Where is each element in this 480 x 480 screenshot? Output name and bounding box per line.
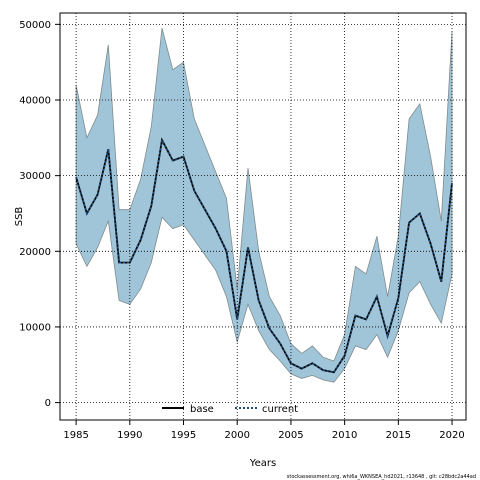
y-axis: 0 10000 20000 30000 40000 50000 [19,20,60,409]
legend-base-label: base [190,404,214,415]
legend: base current [162,404,298,415]
series-lines [75,137,453,374]
y-tick-label: 20000 [19,247,51,258]
plot-frame [59,12,467,421]
x-tick-label: 2015 [386,430,411,441]
y-axis-title: SSB [14,207,25,227]
x-tick-label: 2005 [278,430,303,441]
x-axis: 1985 1990 1995 2000 2005 2010 2015 2020 [63,420,465,441]
y-tick-label: 30000 [19,171,51,182]
confidence-band [75,27,453,383]
x-tick-label: 1990 [117,430,142,441]
x-tick-label: 1985 [63,430,88,441]
y-tick-label: 40000 [19,95,51,106]
y-tick-label: 10000 [19,322,51,333]
y-tick-label: 0 [45,398,51,409]
confidence-band-area [75,27,453,383]
x-tick-label: 2000 [224,430,249,441]
x-tick-label: 2010 [332,430,357,441]
x-axis-title: Years [249,458,276,469]
x-tick-label: 1995 [171,430,196,441]
footnote: stockassessment.org, whi6a_WKNSEA_hd2021… [287,474,476,480]
y-tick-label: 50000 [19,20,51,31]
legend-current-label: current [262,404,298,415]
x-tick-label: 2020 [439,430,464,441]
series-line-current [75,137,453,374]
